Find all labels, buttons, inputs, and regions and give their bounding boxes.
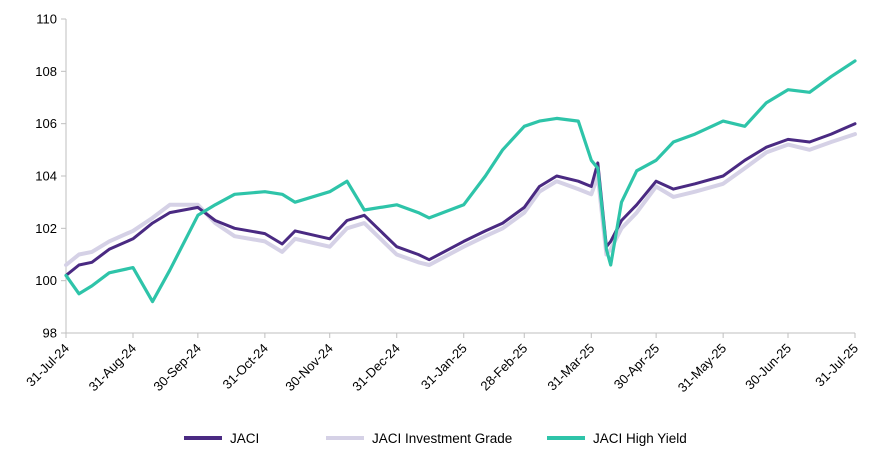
y-tick-label: 110 [36, 12, 57, 27]
x-axis: 31-Jul-24 31-Aug-24 30-Sep-24 31-Oct-24 30-N… [23, 332, 861, 396]
x-tick-label: 31-Mar-25 [544, 341, 597, 394]
x-tick-label: 30-Jun-25 [742, 341, 794, 393]
y-axis: 98 100 102 104 106 108 110 [35, 12, 67, 341]
series-line-jaci-high-yield [64, 59, 857, 304]
y-tick-label: 106 [35, 116, 57, 131]
y-tick-label: 98 [43, 326, 57, 341]
y-tick-label: 108 [35, 64, 57, 79]
legend-label: JACI Investment Grade [372, 431, 512, 446]
x-tick-label: 31-Jul-25 [812, 341, 861, 390]
x-tick-label: 31-Jul-24 [23, 341, 72, 390]
x-tick-label: 31-Jan-25 [418, 341, 470, 393]
x-tick-label: 30-Sep-24 [150, 341, 204, 395]
y-tick-label: 100 [35, 273, 57, 288]
y-tick-label: 102 [35, 221, 57, 236]
x-tick-label: 31-May-25 [675, 341, 730, 396]
x-tick-label: 28-Feb-25 [477, 341, 530, 394]
legend: JACI JACI Investment Grade JACI High Yield [184, 431, 687, 446]
x-tick-label: 31-Aug-24 [86, 341, 140, 395]
series-line-jaci [64, 122, 857, 277]
y-tick-label: 104 [35, 169, 57, 184]
series-lines [64, 59, 857, 304]
x-tick-label: 30-Nov-24 [282, 341, 336, 395]
x-tick-label: 31-Oct-24 [220, 341, 271, 392]
series-line-jaci-investment-grade [64, 132, 857, 267]
legend-label: JACI High Yield [593, 431, 687, 446]
legend-label: JACI [230, 431, 259, 446]
x-tick-label: 31-Dec-24 [349, 341, 403, 395]
x-tick-label: 30-Apr-25 [611, 341, 662, 392]
